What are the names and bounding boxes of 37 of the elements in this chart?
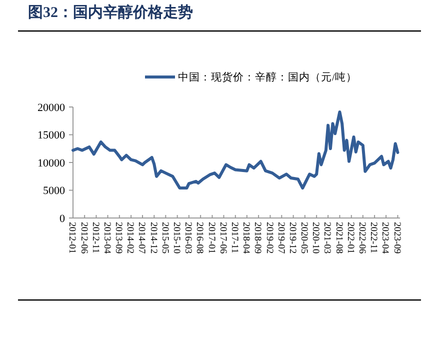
x-tick-label: 2017-11 [229, 222, 240, 254]
x-tick-label: 2022-06 [356, 222, 367, 254]
x-tick-label: 2019-07 [275, 222, 286, 254]
x-tick-label: 2016-08 [194, 222, 204, 254]
x-tick-label: 2014-07 [136, 222, 146, 254]
x-tick-label: 2014-12 [148, 222, 158, 254]
x-tick-label: 2012-01 [66, 222, 77, 254]
x-tick-label: 2023-04 [380, 222, 390, 254]
x-tick-label: 2016-03 [182, 222, 193, 254]
y-tick-label: 5000 [43, 185, 66, 198]
line-series [72, 110, 400, 190]
x-tick-label: 2018-04 [240, 222, 251, 254]
x-tick-label: 2021-08 [333, 222, 344, 254]
x-tick-label: 2021-03 [322, 222, 332, 254]
x-tick-label: 2015-10 [171, 222, 181, 254]
x-tick-label: 2022-01 [345, 222, 356, 254]
x-tick-label: 2023-09 [391, 222, 402, 254]
x-tick-label: 2020-05 [298, 222, 309, 254]
y-tick-label: 10000 [38, 157, 66, 170]
x-tick-label: 2015-05 [159, 222, 170, 254]
x-tick-label: 2018-09 [252, 222, 262, 254]
x-tick-label: 2013-09 [113, 222, 124, 254]
x-tick-label: 2022-11 [368, 222, 378, 254]
y-tick-label: 0 [60, 212, 66, 225]
y-tick-label: 20000 [38, 102, 66, 114]
x-tick-label: 2019-12 [286, 222, 297, 254]
x-tick-label: 2020-10 [310, 222, 320, 254]
x-tick-label: 2013-04 [101, 222, 112, 254]
x-tick-label: 2012-06 [78, 222, 88, 254]
x-tick-label: 2014-02 [124, 222, 135, 254]
legend-label: 中国：现货价：辛醇：国内（元/吨） [178, 70, 357, 84]
y-tick-label: 15000 [38, 130, 66, 142]
x-tick-label: 2017-06 [217, 222, 228, 254]
x-tick-label: 2019-02 [264, 222, 274, 254]
x-tick-label: 2017-01 [206, 222, 216, 254]
chart-title: 图32：国内辛醇价格走势 [28, 3, 193, 21]
x-tick-label: 2012-11 [90, 222, 100, 254]
